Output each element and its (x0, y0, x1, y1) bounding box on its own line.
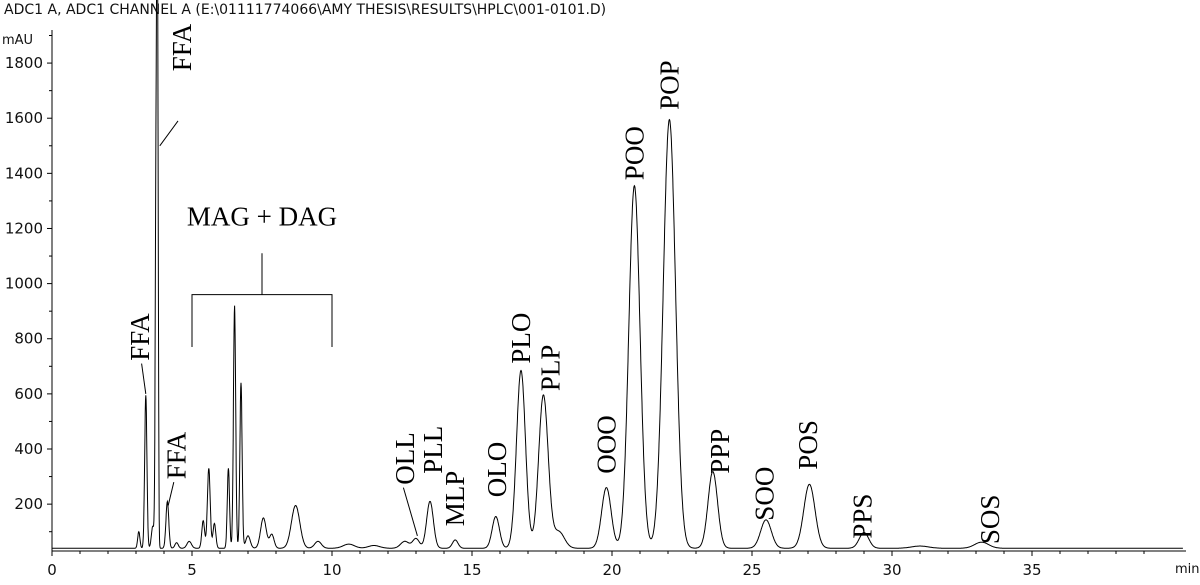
x-axis-unit: min (1175, 562, 1200, 577)
peak-label: MLP (440, 471, 470, 527)
peak-label: SOO (750, 467, 780, 521)
x-tick-label: 20 (602, 561, 621, 579)
x-axis-ticks: 0 5 10 15 20 25 30 35 (47, 551, 1145, 579)
x-tick-label: 25 (742, 561, 761, 579)
leader-line (159, 120, 179, 147)
x-tick-label: 0 (47, 561, 57, 579)
leader-line (402, 487, 418, 536)
leader-line (167, 481, 175, 506)
y-tick-label: 800 (14, 330, 43, 348)
x-tick-label: 15 (462, 561, 481, 579)
y-tick-label: 1800 (5, 54, 43, 72)
peak-label: MAG + DAG (187, 202, 337, 232)
y-tick-label: 600 (14, 385, 43, 403)
y-tick-label: 1000 (5, 275, 43, 293)
x-tick-label: 30 (882, 561, 901, 579)
mag-dag-bracket (191, 253, 333, 348)
chromatogram-trace (52, 0, 1183, 549)
y-tick-label: 400 (14, 440, 43, 458)
leader-line (141, 363, 147, 394)
x-tick-label: 35 (1022, 561, 1041, 579)
axes (51, 30, 1186, 552)
y-tick-label: 200 (14, 495, 43, 513)
peak-label: PLP (535, 345, 565, 392)
peak-label: POO (619, 126, 649, 180)
y-tick-label: 1200 (5, 219, 43, 237)
y-axis-unit: mAU (2, 33, 33, 48)
bracket-line (191, 294, 333, 348)
peak-label: PLL (418, 426, 448, 474)
x-tick-label: 10 (322, 561, 341, 579)
peak-label: SOS (975, 495, 1005, 545)
y-axis-ticks: 200 400 600 800 1000 1200 1400 1600 1800 (5, 35, 52, 533)
chart-title: ADC1 A, ADC1 CHANNEL A (E:\01111774066\A… (4, 2, 606, 18)
x-tick-label: 5 (187, 561, 197, 579)
peak-label: PPP (705, 429, 735, 474)
peak-label: OLO (482, 442, 512, 498)
y-tick-label: 1600 (5, 109, 43, 127)
peak-label: FFA (162, 431, 192, 479)
peak-label: PPS (848, 494, 878, 539)
peak-label: OOO (591, 415, 621, 474)
peak-label: POS (793, 420, 823, 470)
peak-label: FFA (167, 23, 197, 71)
y-tick-label: 1400 (5, 164, 43, 182)
peak-label: PLO (506, 313, 536, 364)
peak-label: FFA (125, 313, 155, 361)
peak-label: OLL (390, 432, 420, 484)
peak-label: POP (654, 60, 684, 110)
